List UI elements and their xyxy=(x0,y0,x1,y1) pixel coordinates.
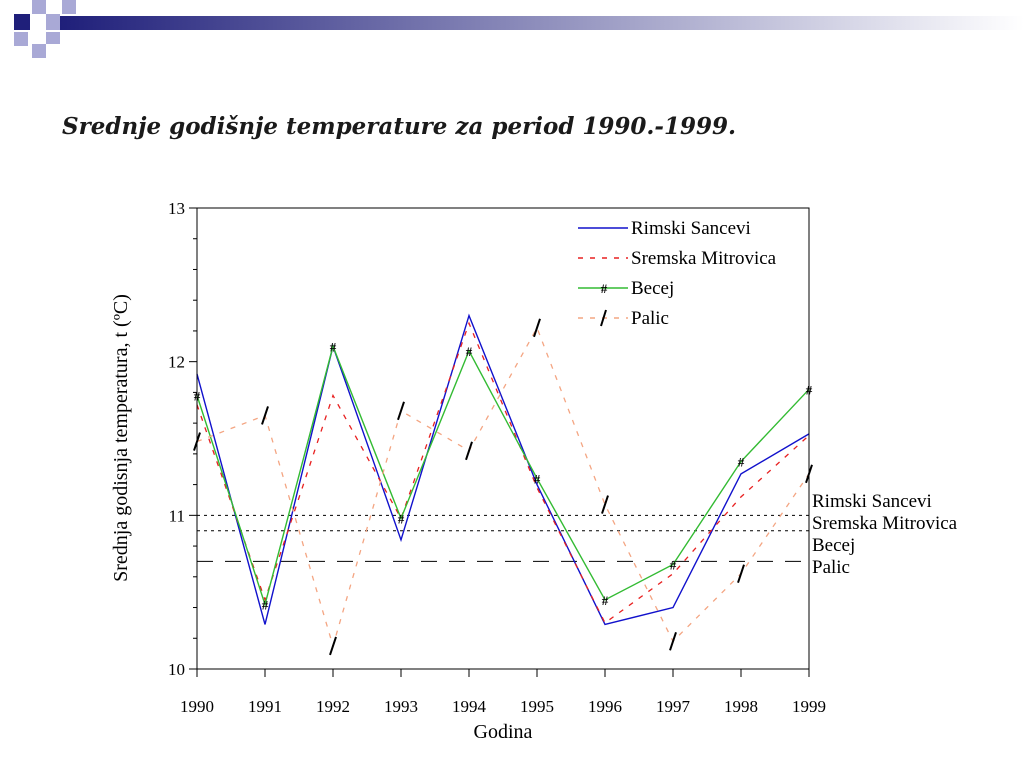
decor-square xyxy=(62,0,76,14)
x-axis-label: Godina xyxy=(474,721,533,743)
legend-marker xyxy=(600,309,607,327)
decor-square xyxy=(14,14,30,30)
reference-lines xyxy=(197,514,809,562)
y-tick-label: 10 xyxy=(168,660,185,679)
x-tick-label: 1996 xyxy=(588,697,622,716)
x-tick-label: 1997 xyxy=(656,697,691,716)
legend: Rimski Sancevi Sremska Mitrovica # Becej Pal… xyxy=(578,218,777,329)
decor-square xyxy=(32,44,46,58)
legend-label: Rimski Sancevi xyxy=(631,218,751,239)
x-tick-label: 1999 xyxy=(792,697,826,716)
series-point xyxy=(465,441,473,461)
x-tick-label: 1993 xyxy=(384,697,418,716)
legend-label: Palic xyxy=(631,308,669,329)
decor-square xyxy=(46,14,60,30)
series-point xyxy=(669,632,677,651)
series-point xyxy=(533,318,541,338)
series-point: # xyxy=(738,455,745,470)
series-point xyxy=(737,564,745,584)
series-line xyxy=(196,313,810,626)
decor-square xyxy=(14,32,28,46)
y-tick-label: 11 xyxy=(169,506,185,525)
y-tick-label: 12 xyxy=(168,353,185,372)
slide-title: Srednje godišnje temperature za period 1… xyxy=(62,113,736,140)
series-line xyxy=(196,321,810,624)
y-tick-label: 13 xyxy=(168,199,185,218)
series-point: # xyxy=(262,597,269,612)
series-point xyxy=(601,495,609,514)
decorative-squares xyxy=(14,0,1024,58)
legend-marker: # xyxy=(601,281,608,296)
decor-square xyxy=(32,0,46,14)
series-point xyxy=(329,636,337,656)
reference-line-label: Palic xyxy=(812,557,850,578)
legend-label: Sremska Mitrovica xyxy=(631,248,777,269)
x-tick-label: 1994 xyxy=(452,697,487,716)
series-point: # xyxy=(602,593,609,608)
plot-area-frame xyxy=(196,207,810,670)
x-tick-label: 1991 xyxy=(248,697,282,716)
x-tick-label: 1990 xyxy=(180,697,214,716)
series-lines xyxy=(196,313,810,649)
reference-line-label: Rimski Sancevi xyxy=(812,491,932,512)
decor-square xyxy=(46,32,60,44)
series-point: # xyxy=(670,558,677,573)
x-tick-label: 1992 xyxy=(316,697,350,716)
x-tick-label: 1998 xyxy=(724,697,758,716)
series-point: # xyxy=(466,344,473,359)
reference-line-label: Becej xyxy=(812,535,855,556)
series-point: # xyxy=(398,511,405,526)
series-line xyxy=(196,326,810,649)
series-markers: ########## xyxy=(193,318,813,656)
y-axis-label: Srednja godisnja temperatura, t (ºC) xyxy=(110,294,132,582)
legend-label: Becej xyxy=(631,278,674,299)
series-point xyxy=(261,406,269,425)
x-tick-label: 1995 xyxy=(520,697,554,716)
series-line xyxy=(196,344,810,607)
reference-line-label: Sremska Mitrovica xyxy=(812,513,958,534)
series-point: # xyxy=(534,471,541,486)
decor-bar xyxy=(60,16,1024,30)
series-point xyxy=(397,401,405,421)
series-point: # xyxy=(330,339,337,354)
axes: 10 11 12 13 1990 1991 1992 1993 1994 1995 1996 1997… xyxy=(168,199,826,716)
